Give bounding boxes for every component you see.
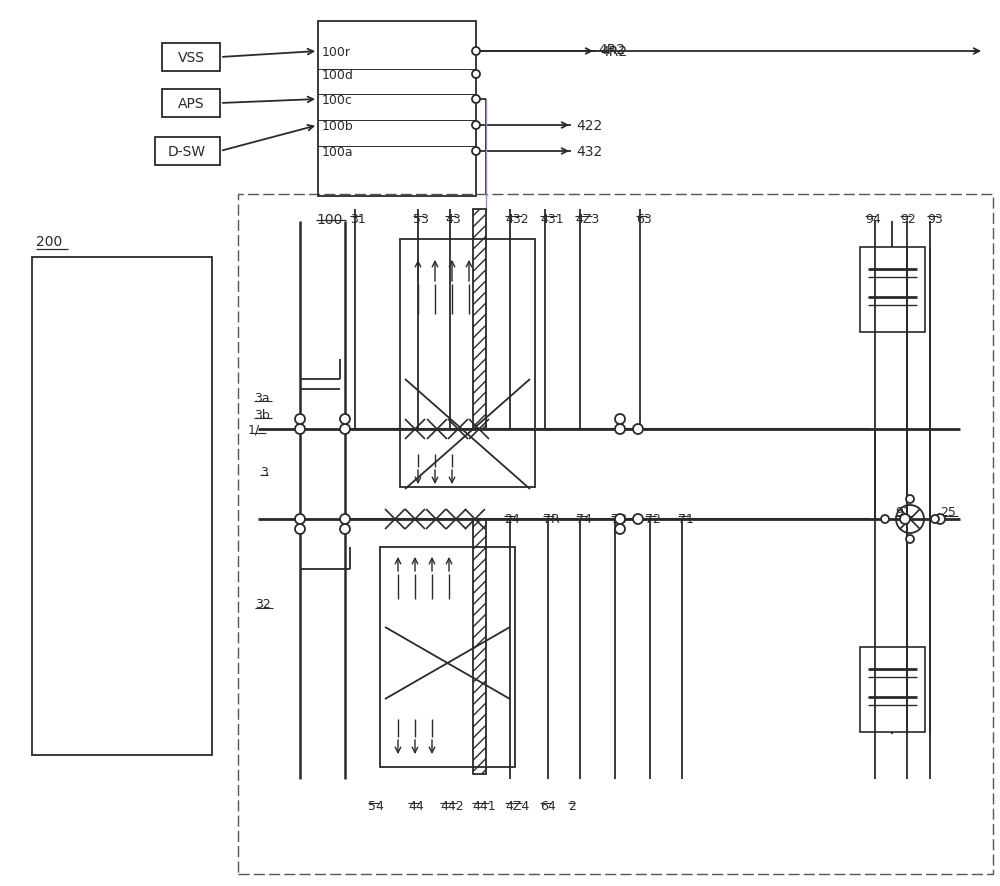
Text: 3: 3 xyxy=(260,465,268,478)
Circle shape xyxy=(633,424,643,434)
Text: 7R: 7R xyxy=(543,512,560,525)
Circle shape xyxy=(340,525,350,534)
Bar xyxy=(318,22,476,197)
Text: 4Z3: 4Z3 xyxy=(575,213,599,226)
Text: 100: 100 xyxy=(316,213,342,227)
Circle shape xyxy=(906,535,914,543)
Text: 54: 54 xyxy=(368,799,384,812)
Text: 422: 422 xyxy=(576,119,602,133)
Circle shape xyxy=(615,525,625,534)
Bar xyxy=(380,548,515,767)
Circle shape xyxy=(931,516,939,524)
Text: 4R2: 4R2 xyxy=(598,43,625,57)
Text: 63: 63 xyxy=(636,213,652,226)
Text: 432: 432 xyxy=(505,213,529,226)
Circle shape xyxy=(472,71,480,79)
Text: 93: 93 xyxy=(927,213,943,226)
Circle shape xyxy=(340,515,350,525)
Text: 200: 200 xyxy=(36,235,62,249)
Text: 100d: 100d xyxy=(322,68,354,82)
Bar xyxy=(162,89,220,118)
Text: 43: 43 xyxy=(445,213,461,226)
Circle shape xyxy=(340,424,350,434)
Text: 441: 441 xyxy=(472,799,496,812)
Text: 72: 72 xyxy=(645,512,661,525)
Text: 1/: 1/ xyxy=(248,423,260,436)
Text: 100r: 100r xyxy=(322,45,351,58)
Circle shape xyxy=(295,415,305,424)
Text: 25: 25 xyxy=(940,506,956,519)
Text: 100b: 100b xyxy=(322,120,354,132)
Bar xyxy=(155,138,220,166)
Text: 74: 74 xyxy=(576,512,592,525)
Text: 31: 31 xyxy=(350,213,366,226)
Circle shape xyxy=(295,515,305,525)
Text: 432: 432 xyxy=(576,144,602,159)
Bar xyxy=(400,240,535,487)
Text: 24: 24 xyxy=(504,512,520,525)
Text: 3b: 3b xyxy=(254,408,270,421)
Text: 71: 71 xyxy=(678,512,694,525)
Text: 100a: 100a xyxy=(322,145,354,159)
Circle shape xyxy=(295,525,305,534)
Text: 91: 91 xyxy=(895,506,911,519)
Text: VSS: VSS xyxy=(178,51,205,65)
Circle shape xyxy=(615,424,625,434)
Text: 64: 64 xyxy=(540,799,556,812)
Text: 4R2: 4R2 xyxy=(600,45,627,59)
Text: 73: 73 xyxy=(611,512,627,525)
Circle shape xyxy=(472,122,480,130)
Text: 4Z4: 4Z4 xyxy=(505,799,529,812)
Bar xyxy=(473,210,486,430)
Text: 2: 2 xyxy=(568,799,576,812)
Text: 431: 431 xyxy=(540,213,564,226)
Text: 3a: 3a xyxy=(254,391,270,404)
Circle shape xyxy=(881,516,889,524)
Circle shape xyxy=(935,515,945,525)
Text: APS: APS xyxy=(178,97,204,111)
Bar xyxy=(473,519,486,774)
Circle shape xyxy=(472,148,480,156)
Bar xyxy=(860,248,925,332)
Circle shape xyxy=(472,48,480,56)
Bar xyxy=(238,195,993,874)
Text: D-SW: D-SW xyxy=(168,144,206,159)
Circle shape xyxy=(340,415,350,424)
Circle shape xyxy=(906,495,914,503)
Bar xyxy=(162,44,220,72)
Text: 442: 442 xyxy=(440,799,464,812)
Bar xyxy=(860,648,925,732)
Circle shape xyxy=(633,515,643,525)
Text: 100c: 100c xyxy=(322,93,353,106)
Circle shape xyxy=(295,424,305,434)
Circle shape xyxy=(615,415,625,424)
Text: 92: 92 xyxy=(900,213,916,226)
Text: 94: 94 xyxy=(865,213,881,226)
Circle shape xyxy=(472,96,480,104)
Text: 44: 44 xyxy=(408,799,424,812)
Bar xyxy=(32,258,212,755)
Text: 32: 32 xyxy=(255,598,271,610)
Text: 53: 53 xyxy=(413,213,429,226)
Circle shape xyxy=(900,515,910,525)
Circle shape xyxy=(615,515,625,525)
